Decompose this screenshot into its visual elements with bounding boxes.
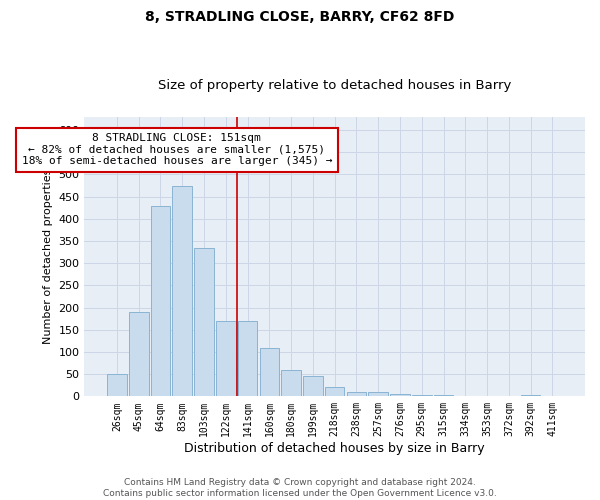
Title: Size of property relative to detached houses in Barry: Size of property relative to detached ho…	[158, 79, 511, 92]
Bar	[238, 321, 257, 396]
Bar	[347, 392, 366, 396]
X-axis label: Distribution of detached houses by size in Barry: Distribution of detached houses by size …	[184, 442, 485, 455]
Bar	[107, 374, 127, 396]
Bar	[129, 312, 149, 396]
Bar	[194, 248, 214, 396]
Bar	[151, 206, 170, 396]
Text: Contains HM Land Registry data © Crown copyright and database right 2024.
Contai: Contains HM Land Registry data © Crown c…	[103, 478, 497, 498]
Bar	[325, 386, 344, 396]
Bar	[303, 376, 323, 396]
Bar	[172, 186, 192, 396]
Bar	[281, 370, 301, 396]
Bar	[216, 321, 236, 396]
Bar	[412, 395, 431, 396]
Text: 8, STRADLING CLOSE, BARRY, CF62 8FD: 8, STRADLING CLOSE, BARRY, CF62 8FD	[145, 10, 455, 24]
Bar	[260, 348, 279, 397]
Text: 8 STRADLING CLOSE: 151sqm
← 82% of detached houses are smaller (1,575)
18% of se: 8 STRADLING CLOSE: 151sqm ← 82% of detac…	[22, 133, 332, 166]
Bar	[390, 394, 410, 396]
Y-axis label: Number of detached properties: Number of detached properties	[43, 169, 53, 344]
Bar	[368, 392, 388, 396]
